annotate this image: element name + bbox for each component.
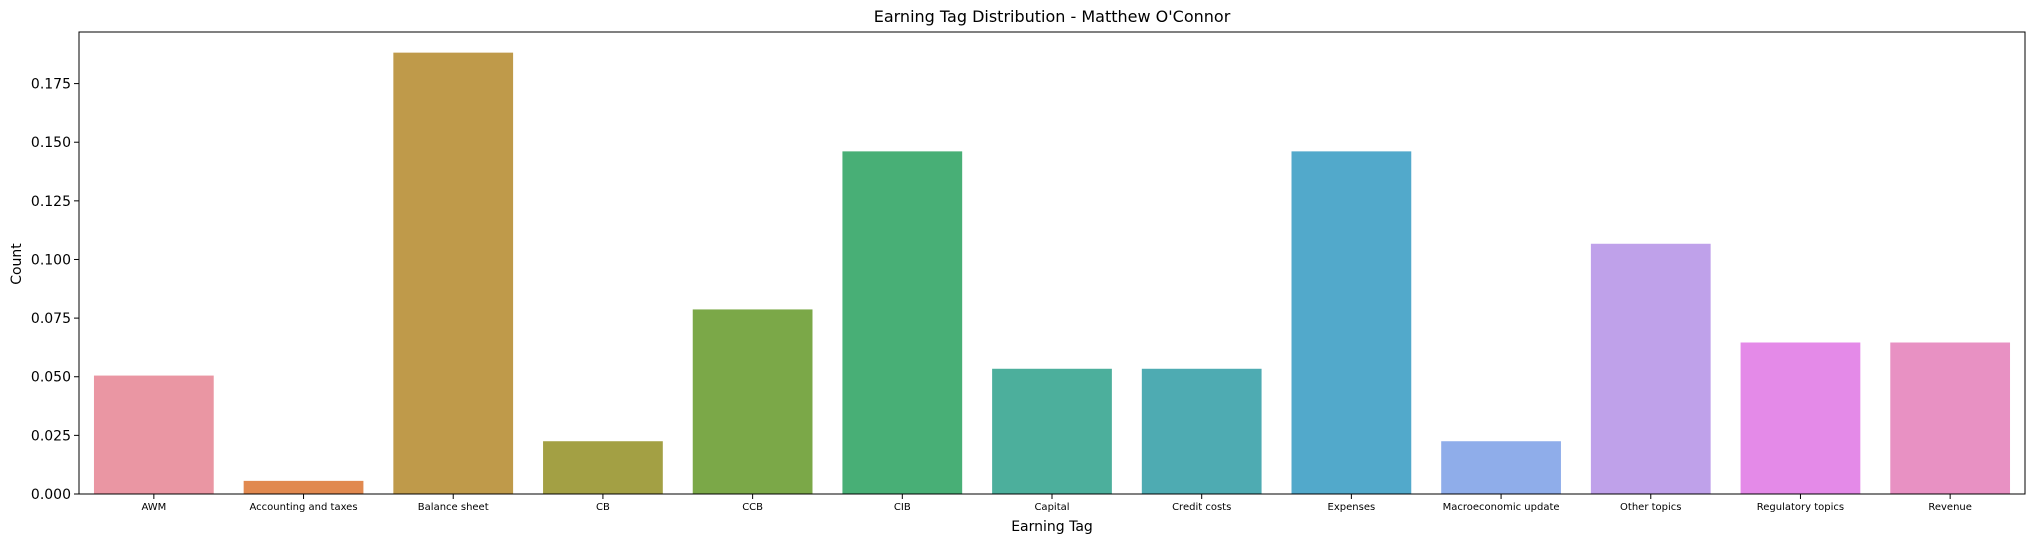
y-tick-label: 0.125 bbox=[31, 194, 71, 210]
x-axis-ticks: AWM Accounting and taxes Balance sheet CB CC… bbox=[141, 494, 1972, 513]
bar-accounting-and-taxes bbox=[243, 480, 364, 494]
x-axis-label: Earning Tag bbox=[1011, 519, 1093, 535]
y-tick-label: 0.000 bbox=[31, 487, 71, 503]
y-tick-label: 0.175 bbox=[31, 77, 71, 93]
x-tick-label: Balance sheet bbox=[418, 502, 489, 513]
x-tick-label: CB bbox=[596, 502, 610, 513]
bar-revenue bbox=[1890, 342, 2011, 494]
y-tick-label: 0.150 bbox=[31, 135, 71, 151]
bar-cb bbox=[543, 441, 663, 494]
x-tick-label: AWM bbox=[141, 502, 166, 513]
x-tick-label: Macroeconomic update bbox=[1443, 502, 1560, 513]
bar-expenses bbox=[1291, 151, 1412, 494]
y-axis-label: Count bbox=[9, 243, 25, 285]
plot-frame bbox=[78, 31, 2026, 495]
bar-ccb bbox=[692, 309, 813, 494]
y-tick-label: 0.100 bbox=[31, 252, 71, 268]
bar-capital bbox=[992, 368, 1112, 494]
y-tick-label: 0.050 bbox=[31, 370, 71, 386]
bar-awm bbox=[93, 375, 214, 494]
bar-cib bbox=[842, 151, 963, 494]
x-tick-label: CIB bbox=[894, 502, 911, 513]
y-tick-label: 0.025 bbox=[31, 428, 71, 444]
chart-title: Earning Tag Distribution - Matthew O'Con… bbox=[874, 7, 1231, 26]
x-tick-label: Regulatory topics bbox=[1757, 502, 1844, 513]
x-tick-label: Other topics bbox=[1620, 502, 1681, 513]
bar-macroeconomic-update bbox=[1441, 441, 1561, 494]
y-axis-ticks: 0.000 0.025 0.050 0.075 0.100 0.125 0.150 0.175 bbox=[31, 77, 79, 503]
bar-other-topics bbox=[1590, 243, 1711, 494]
x-tick-label: Credit costs bbox=[1172, 502, 1231, 513]
bar-regulatory-topics bbox=[1740, 342, 1861, 494]
x-tick-label: Capital bbox=[1034, 502, 1069, 513]
x-tick-label: Revenue bbox=[1928, 502, 1972, 513]
bars-group bbox=[93, 52, 2011, 494]
x-tick-label: Expenses bbox=[1328, 502, 1376, 513]
bar-credit-costs bbox=[1141, 368, 1262, 494]
x-tick-label: Accounting and taxes bbox=[250, 502, 358, 513]
x-tick-label: CCB bbox=[742, 502, 763, 513]
bar-balance-sheet bbox=[393, 52, 514, 494]
y-tick-label: 0.075 bbox=[31, 311, 71, 327]
